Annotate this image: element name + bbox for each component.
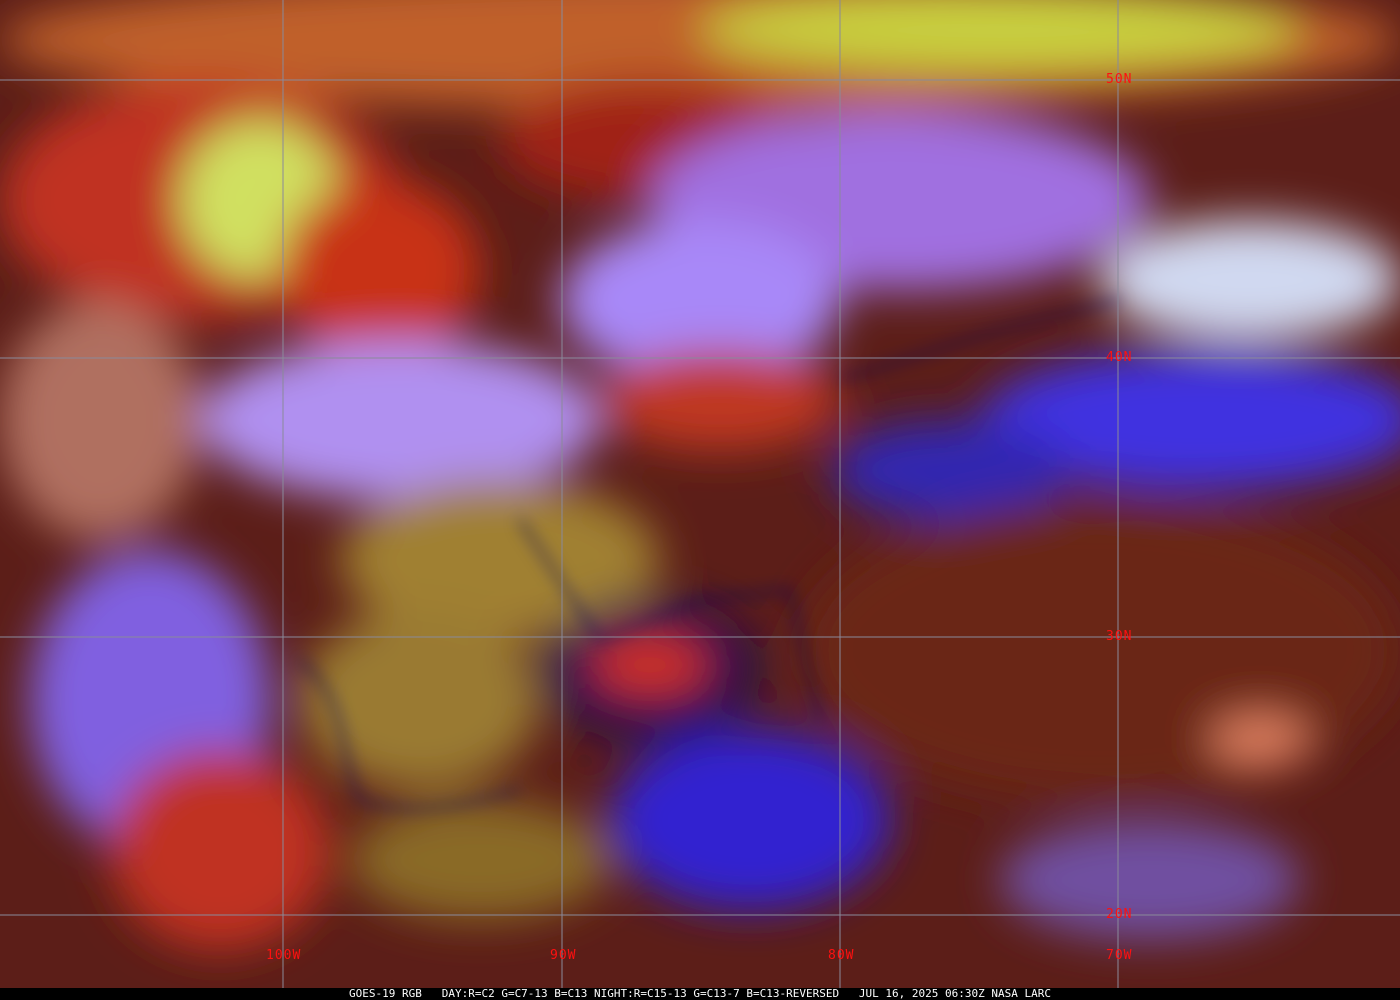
lon-label-80w: 80W (828, 948, 855, 963)
lat-label-30n: 30N (1106, 629, 1133, 644)
lat-label-40n: 40N (1106, 350, 1133, 365)
image-caption: GOES-19 RGB DAY:R=C2 G=C7-13 B=C13 NIGHT… (0, 988, 1400, 1000)
lon-label-70w: 70W (1106, 948, 1133, 963)
lat-label-20n: 20N (1106, 907, 1133, 922)
cloud-field (0, 0, 1400, 950)
lon-label-100w: 100W (266, 948, 302, 963)
coastline-borders (299, 298, 1121, 811)
lat-label-50n: 50N (1106, 72, 1133, 87)
lon-label-90w: 90W (550, 948, 577, 963)
